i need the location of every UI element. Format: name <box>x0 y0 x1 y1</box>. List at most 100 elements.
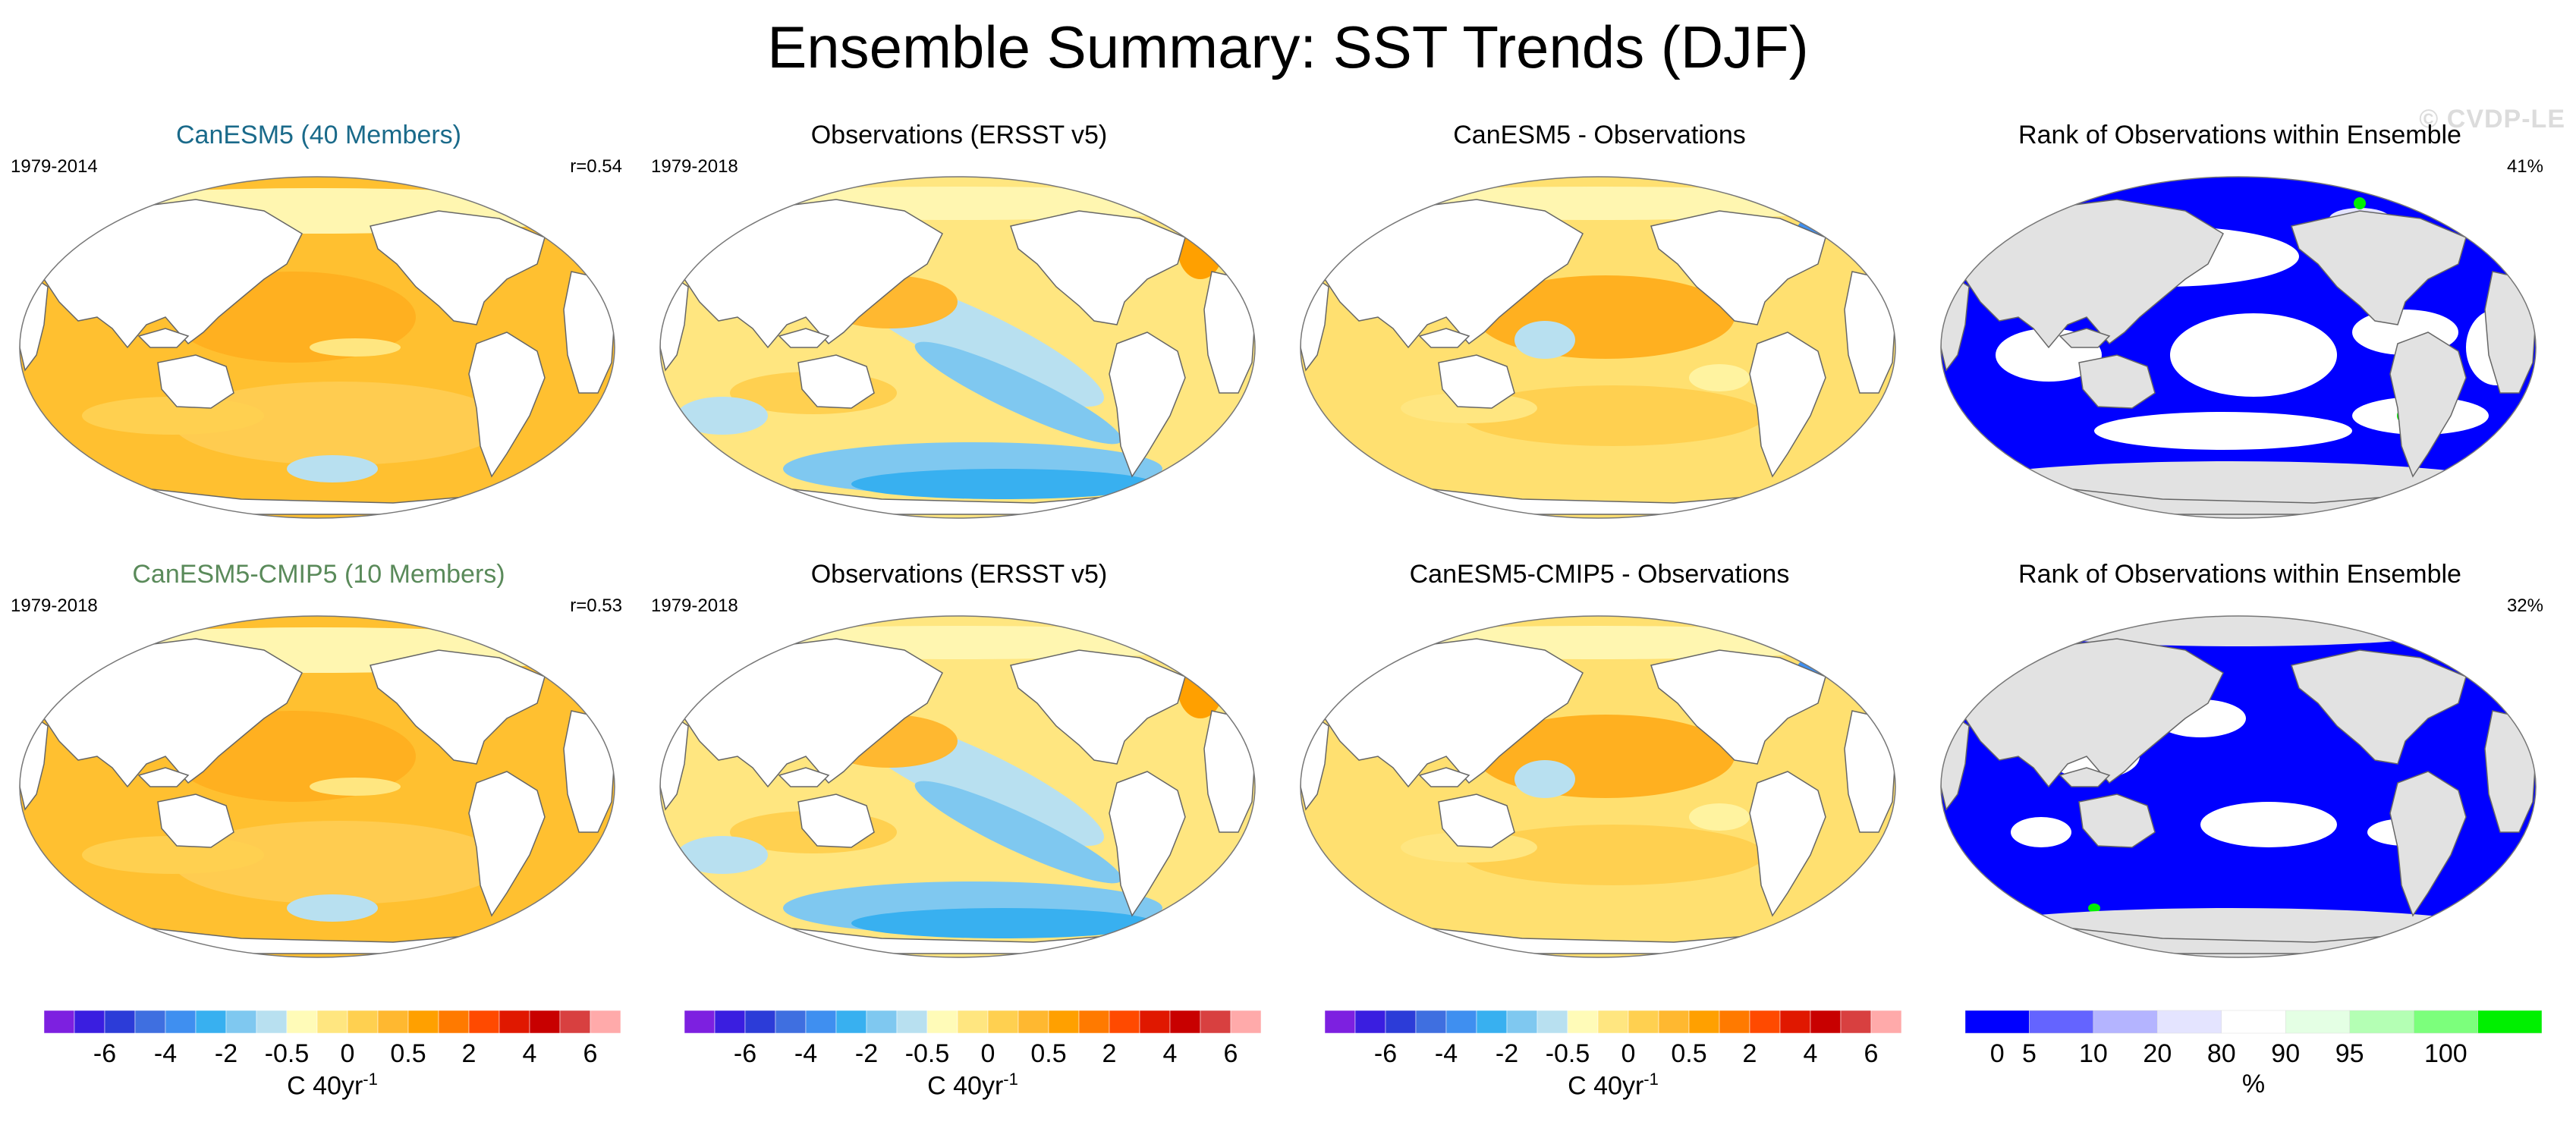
colorbar-swatch <box>2029 1010 2094 1034</box>
land-northAmerica <box>2291 210 2467 325</box>
land-asiaEurope <box>1309 638 1584 788</box>
panel-title: Observations (ERSST v5) <box>810 560 1108 589</box>
colorbar-swatch <box>256 1010 288 1034</box>
colorbar-swatch <box>1018 1010 1049 1034</box>
panel-stat: 41% <box>2506 156 2543 177</box>
colorbar-swatch <box>1506 1010 1538 1034</box>
colorbar-tick-label: 0 <box>1621 1039 1636 1068</box>
colorbar-rank-svg: 0 5 10 20 80 90 95 100 <box>1965 1010 2542 1068</box>
colorbar-swatch <box>44 1010 75 1034</box>
land-asiaEurope <box>28 199 303 349</box>
colorbar-rank: 0 5 10 20 80 90 95 100 % <box>1965 1009 2542 1123</box>
sst-map <box>1940 615 2537 958</box>
map-border <box>1300 615 1896 958</box>
colorbar-swatch <box>987 1010 1019 1034</box>
map-panel: Observations (ERSST v5) 1979-2018 <box>648 445 1270 958</box>
colorbar-swatch <box>2093 1010 2158 1034</box>
colorbar-swatch <box>134 1010 166 1034</box>
colorbar-2-unit: C 40yr-1 <box>927 1070 1018 1101</box>
panel-title: CanESM5 - Observations <box>1453 121 1746 149</box>
colorbar-tick-label: 6 <box>1864 1039 1879 1068</box>
colorbar-swatch <box>2285 1010 2350 1034</box>
colorbar-1-svg: -6 -4 -2 -0.5 0 0.5 2 4 6 <box>44 1010 621 1068</box>
colorbar-swatch <box>2477 1010 2542 1034</box>
land-asiaEurope <box>1949 638 2224 788</box>
colorbar-swatch <box>529 1010 561 1034</box>
colorbar-swatch <box>775 1010 807 1034</box>
colorbar-tick-label: -0.5 <box>265 1039 310 1068</box>
colorbar-swatch <box>714 1010 746 1034</box>
colorbar-swatch <box>1385 1010 1417 1034</box>
colorbar-3-unit: C 40yr-1 <box>1568 1070 1659 1101</box>
colorbar-swatch <box>74 1010 105 1034</box>
colorbar-swatch <box>1658 1010 1690 1034</box>
colorbar-swatch <box>1230 1010 1261 1034</box>
colorbar-1: -6 -4 -2 -0.5 0 0.5 2 4 6 C 40yr-1 <box>44 1009 621 1123</box>
colorbar-tick-label: 0.5 <box>1030 1039 1066 1068</box>
land-southAmerica <box>1109 771 1186 917</box>
colorbar-swatch <box>559 1010 591 1034</box>
colorbar-swatch <box>1476 1010 1508 1034</box>
map-border <box>19 176 615 519</box>
colorbar-swatch <box>1870 1010 1901 1034</box>
land-australia <box>157 354 234 409</box>
colorbar-tick-label: 80 <box>2207 1039 2236 1068</box>
panel-title: Rank of Observations within Ensemble <box>2018 121 2461 149</box>
land-northAmerica <box>370 649 546 765</box>
land-australia <box>1438 354 1515 409</box>
colorbar-swatch <box>407 1010 439 1034</box>
land-indonesia <box>2059 767 2111 787</box>
colorbar-tick-label: -6 <box>93 1039 116 1068</box>
colorbar-tick-label: 2 <box>1102 1039 1117 1068</box>
colorbar-tick-label: -4 <box>1435 1039 1458 1068</box>
map-border <box>1300 176 1896 519</box>
map-panel: CanESM5 (40 Members) 1979-2014 r=0.54 <box>8 6 630 519</box>
colorbar-swatch <box>1109 1010 1140 1034</box>
colorbar-tick-label: 0 <box>1990 1039 2005 1068</box>
map-panel: CanESM5 - Observations <box>1288 6 1911 519</box>
land-australia <box>797 354 875 409</box>
land-asiaEurope <box>668 638 943 788</box>
colorbar-swatch <box>104 1010 136 1034</box>
colorbar-3: -6 -4 -2 -0.5 0 0.5 2 4 6 C 40yr-1 <box>1325 1009 1901 1123</box>
colorbar-tick-label: 95 <box>2335 1039 2364 1068</box>
land-australia <box>2078 354 2156 409</box>
land-asiaEurope <box>28 638 303 788</box>
land-asiaEurope <box>1949 199 2224 349</box>
colorbar-swatch <box>1048 1010 1080 1034</box>
land-northAmerica <box>2291 649 2467 765</box>
map-border <box>19 615 615 958</box>
colorbar-swatch <box>1749 1010 1781 1034</box>
colorbar-swatch <box>499 1010 530 1034</box>
colorbar-tick-label: 2 <box>1743 1039 1757 1068</box>
colorbar-swatch <box>957 1010 989 1034</box>
land-indonesia <box>1418 767 1470 787</box>
colorbar-swatch <box>195 1010 227 1034</box>
colorbar-tick-label: 0 <box>981 1039 995 1068</box>
colorbar-swatch <box>377 1010 409 1034</box>
colorbar-tick-label: 2 <box>462 1039 477 1068</box>
colorbar-tick-label: 6 <box>583 1039 598 1068</box>
land-indonesia <box>778 328 830 348</box>
colorbar-tick-label: 20 <box>2143 1039 2172 1068</box>
land-indonesia <box>137 767 190 787</box>
colorbar-swatch <box>2157 1010 2222 1034</box>
colorbar-swatch <box>1810 1010 1842 1034</box>
colorbar-tick-label: 6 <box>1224 1039 1238 1068</box>
land-northAmerica <box>370 210 546 325</box>
colorbar-swatch <box>866 1010 898 1034</box>
colorbar-tick-label: -6 <box>734 1039 756 1068</box>
map-border <box>1940 176 2537 519</box>
colorbar-swatch <box>347 1010 379 1034</box>
sst-map <box>1300 615 1896 958</box>
sst-map <box>19 176 615 519</box>
map-panel: Observations (ERSST v5) 1979-2018 <box>648 6 1270 519</box>
colorbar-swatch <box>1536 1010 1568 1034</box>
land-asiaEurope <box>1309 199 1584 349</box>
panel-title: CanESM5-CMIP5 - Observations <box>1409 560 1790 589</box>
land-australia <box>2078 793 2156 848</box>
colorbar-rank-unit: % <box>2241 1070 2266 1098</box>
panel-title: CanESM5 (40 Members) <box>175 121 461 149</box>
colorbar-swatch <box>1688 1010 1720 1034</box>
panel-stat: 32% <box>2506 595 2543 616</box>
